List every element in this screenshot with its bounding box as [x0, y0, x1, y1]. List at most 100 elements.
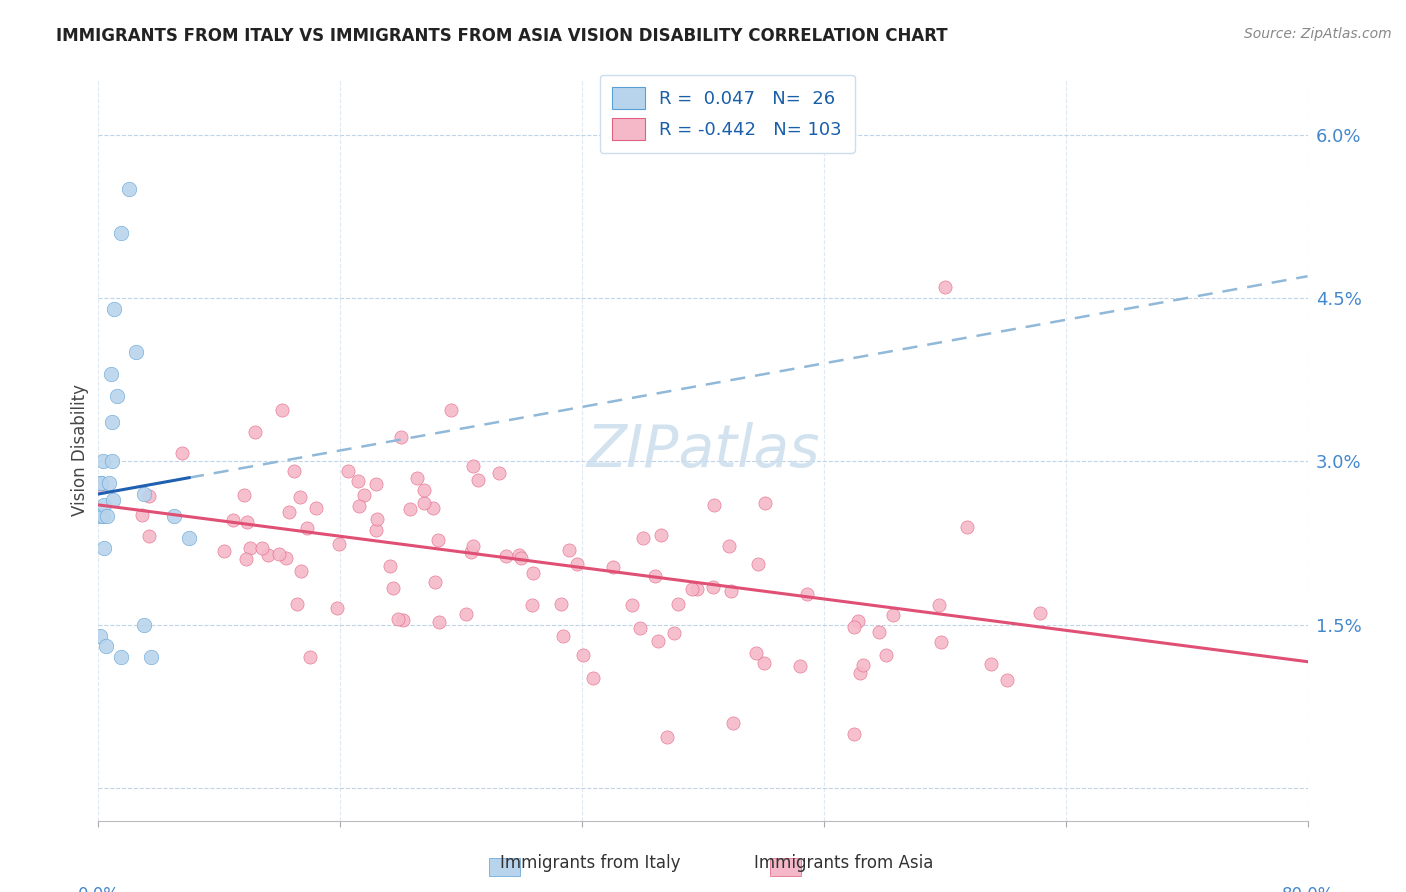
Point — [100, 368, 122, 382]
Point — [392, 613, 415, 627]
Point — [90, 476, 112, 491]
Point — [747, 557, 769, 571]
Point — [551, 629, 574, 643]
Point — [90, 476, 112, 491]
Point — [882, 607, 904, 622]
Point — [131, 508, 153, 523]
Point — [508, 549, 530, 563]
Point — [336, 464, 359, 478]
Point — [461, 539, 484, 553]
Point — [298, 650, 321, 665]
Point — [956, 519, 979, 533]
Point — [277, 505, 299, 519]
Point — [93, 541, 115, 556]
Point — [239, 541, 262, 555]
Point — [413, 483, 436, 497]
Point — [232, 488, 254, 502]
Point — [366, 512, 388, 526]
Point — [163, 508, 186, 523]
Point — [550, 597, 572, 611]
Legend: R =  0.047   N=  26, R = -0.442   N= 103: R = 0.047 N= 26, R = -0.442 N= 103 — [600, 75, 855, 153]
Point — [789, 659, 811, 673]
Point — [842, 620, 865, 634]
Point — [582, 671, 605, 685]
Point — [290, 565, 312, 579]
Point — [91, 454, 114, 468]
Point — [572, 648, 595, 663]
Point — [236, 515, 259, 529]
Text: IMMIGRANTS FROM ITALY VS IMMIGRANTS FROM ASIA VISION DISABILITY CORRELATION CHAR: IMMIGRANTS FROM ITALY VS IMMIGRANTS FROM… — [56, 27, 948, 45]
Point — [132, 487, 155, 501]
Point — [89, 628, 111, 642]
Point — [98, 476, 121, 491]
Point — [132, 617, 155, 632]
Point — [399, 502, 422, 516]
Point — [558, 542, 581, 557]
Point — [997, 673, 1019, 687]
Point — [243, 425, 266, 439]
Point — [980, 657, 1002, 672]
Point — [270, 403, 292, 417]
Point — [467, 473, 489, 487]
Point — [664, 625, 686, 640]
Point — [103, 301, 125, 316]
Point — [89, 508, 111, 523]
Point — [702, 580, 724, 594]
Point — [488, 467, 510, 481]
Point — [141, 650, 163, 665]
Point — [565, 557, 588, 571]
Point — [602, 560, 624, 574]
Point — [412, 495, 434, 509]
Point — [754, 496, 776, 510]
Text: 80.0%: 80.0% — [1281, 886, 1334, 892]
Point — [427, 533, 450, 547]
Point — [364, 476, 387, 491]
Point — [94, 640, 117, 654]
Point — [103, 492, 125, 507]
Point — [387, 612, 409, 626]
Point — [686, 582, 709, 596]
Point — [110, 226, 132, 240]
Point — [495, 549, 517, 563]
Point — [929, 635, 952, 649]
Point — [647, 633, 669, 648]
Point — [118, 182, 141, 196]
Text: Source: ZipAtlas.com: Source: ZipAtlas.com — [1244, 27, 1392, 41]
Point — [222, 513, 245, 527]
Point — [105, 389, 128, 403]
Point — [657, 730, 679, 744]
Point — [934, 280, 956, 294]
Point — [852, 657, 875, 672]
Point — [290, 490, 312, 504]
Point — [256, 549, 278, 563]
Point — [110, 650, 132, 665]
Point — [440, 402, 463, 417]
Point — [283, 464, 305, 478]
Text: Immigrants from Asia: Immigrants from Asia — [754, 855, 934, 872]
Point — [138, 529, 160, 543]
Point — [305, 500, 328, 515]
Point — [101, 454, 124, 468]
Point — [212, 543, 235, 558]
Point — [325, 600, 347, 615]
Point — [666, 598, 689, 612]
Point — [796, 587, 818, 601]
Point — [364, 523, 387, 537]
Y-axis label: Vision Disability: Vision Disability — [70, 384, 89, 516]
Point — [285, 597, 308, 611]
Point — [848, 614, 870, 628]
Text: ZIPatlas: ZIPatlas — [586, 422, 820, 479]
Point — [522, 566, 544, 580]
Point — [406, 471, 429, 485]
Point — [138, 489, 160, 503]
Point — [630, 621, 652, 635]
Point — [422, 500, 444, 515]
Point — [297, 521, 319, 535]
Point — [723, 715, 745, 730]
Point — [520, 598, 543, 612]
Point — [96, 508, 118, 523]
Point — [91, 508, 114, 523]
Point — [90, 479, 112, 493]
Text: Immigrants from Italy: Immigrants from Italy — [501, 855, 681, 872]
Point — [844, 726, 866, 740]
